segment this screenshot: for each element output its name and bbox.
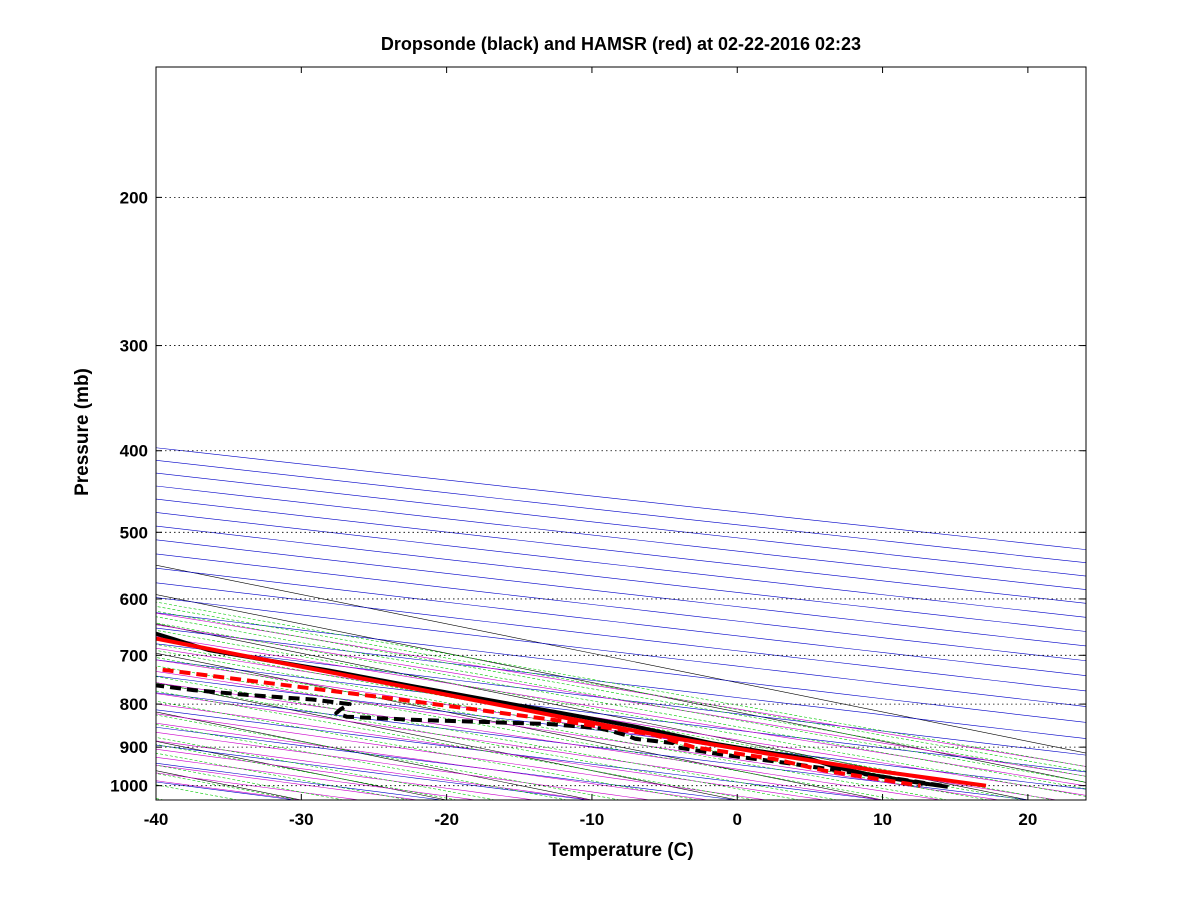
dry-adiabat-line	[156, 709, 883, 800]
x-tick-label: -30	[289, 810, 314, 829]
mixing-ratio-line	[156, 606, 1086, 772]
moist-adiabat-line	[156, 636, 1086, 787]
dry-adiabat-line	[156, 659, 1086, 773]
y-tick-label: 700	[120, 646, 148, 665]
dry-adiabat-line	[156, 643, 1086, 756]
isotherm-line	[156, 564, 1086, 754]
chart-title: Dropsonde (black) and HAMSR (red) at 02-…	[381, 34, 861, 54]
moist-adiabat-line	[156, 740, 592, 800]
moist-adiabat-line	[156, 612, 1086, 767]
mixing-ratio-line	[156, 665, 899, 800]
mixing-ratio-line	[156, 622, 1086, 790]
mixing-ratio-line	[156, 616, 1086, 783]
black-dashed-dewpoint-line	[156, 683, 943, 788]
mixing-ratio-line	[156, 610, 1086, 777]
plot-area	[156, 67, 1086, 800]
mixing-ratio-line	[156, 714, 620, 800]
moist-adiabat-line	[156, 703, 825, 800]
moist-adiabat-line	[156, 731, 651, 800]
x-axis-label: Temperature (C)	[548, 840, 693, 861]
y-tick-label: 300	[120, 337, 148, 356]
dry-adiabat-line	[156, 567, 1086, 676]
mixing-ratio-line	[156, 601, 1086, 768]
moist-adiabat-line	[156, 722, 709, 800]
y-axis-label: Pressure (mb)	[72, 368, 93, 496]
moist-adiabat-line	[156, 693, 883, 800]
moist-adiabat-line	[156, 713, 767, 800]
mixing-ratio-line	[156, 700, 698, 800]
y-tick-label: 1000	[110, 777, 148, 796]
dry-adiabat-line	[156, 512, 1086, 618]
x-tick-label: -40	[144, 810, 169, 829]
dry-adiabat-line	[156, 582, 1086, 692]
y-tick-label: 800	[120, 695, 148, 714]
plot-frame	[155, 66, 1087, 801]
dry-adiabat-line	[156, 525, 1086, 632]
x-tick-label: -20	[434, 810, 459, 829]
y-tick-label: 600	[120, 590, 148, 609]
series-layer	[156, 631, 987, 789]
moist-adiabat-line	[156, 682, 941, 800]
mixing-ratio-line	[156, 657, 948, 800]
moist-adiabat-line	[156, 671, 999, 800]
x-tick-label: 20	[1018, 810, 1037, 829]
dry-adiabat-line	[156, 726, 736, 800]
x-tick-label: 10	[873, 810, 892, 829]
isotherm-line	[156, 623, 1028, 800]
dry-adiabat-line	[156, 553, 1086, 662]
dry-adiabat-line	[156, 498, 1086, 604]
red-dashed-dewpoint-line	[156, 667, 921, 788]
y-tick-label: 400	[120, 442, 148, 461]
y-tick-label: 900	[120, 738, 148, 757]
y-tick-label: 200	[120, 188, 148, 207]
moist-adiabat-line	[156, 647, 1086, 796]
x-tick-label: -10	[580, 810, 605, 829]
grid-lines	[156, 196, 1086, 787]
y-tick-label: 500	[120, 523, 148, 542]
black-solid-temperature-line	[156, 631, 949, 789]
isotherm-line	[156, 652, 883, 800]
moist-adiabat-line	[156, 624, 1086, 777]
x-tick-label: 0	[733, 810, 742, 829]
dry-adiabat-line	[156, 539, 1086, 647]
